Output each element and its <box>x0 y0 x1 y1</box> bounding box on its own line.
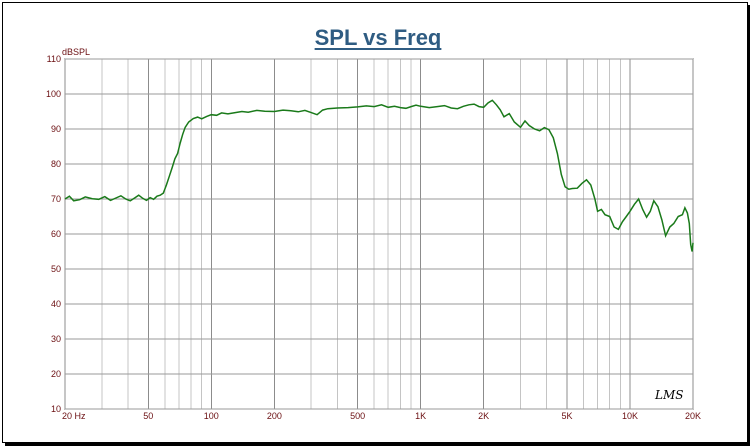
y-tick-labels: 10 20 30 40 50 60 70 80 90 100 110 <box>46 54 61 414</box>
y-tick-label: 110 <box>47 54 61 64</box>
x-tick-label: 2K <box>478 411 489 421</box>
x-tick-label: 1K <box>415 411 426 421</box>
y-tick-label: 70 <box>51 194 61 204</box>
x-tick-labels: 20 Hz 50 100 200 500 1K 2K 5K 10K 20K <box>62 411 701 421</box>
spl-series-line <box>64 99 694 252</box>
y-tick-label: 100 <box>46 89 61 99</box>
y-tick-label: 50 <box>51 264 61 274</box>
x-tick-label: 50 <box>143 411 153 421</box>
lms-signature: LMS <box>654 388 683 402</box>
x-tick-label: 20K <box>685 411 701 421</box>
y-tick-label: 60 <box>51 229 61 239</box>
y-axis-unit-label: dBSPL <box>62 47 90 57</box>
y-tick-label: 10 <box>51 404 61 414</box>
y-tick-label: 20 <box>51 369 61 379</box>
x-tick-label: 10K <box>622 411 638 421</box>
x-tick-label: 20 Hz <box>62 411 86 421</box>
x-tick-label: 500 <box>350 411 365 421</box>
y-tick-label: 80 <box>51 159 61 169</box>
y-tick-label: 40 <box>51 299 61 309</box>
x-tick-label: 100 <box>204 411 219 421</box>
y-tick-label: 90 <box>51 124 61 134</box>
grid-lines <box>64 58 694 410</box>
spl-chart: 10 20 30 40 50 60 70 80 90 100 110 20 Hz 50 100 200 50… <box>46 25 701 421</box>
x-tick-label: 200 <box>267 411 282 421</box>
chart-title: SPL vs Freq <box>315 25 442 50</box>
y-tick-label: 30 <box>51 334 61 344</box>
x-tick-label: 5K <box>561 411 572 421</box>
